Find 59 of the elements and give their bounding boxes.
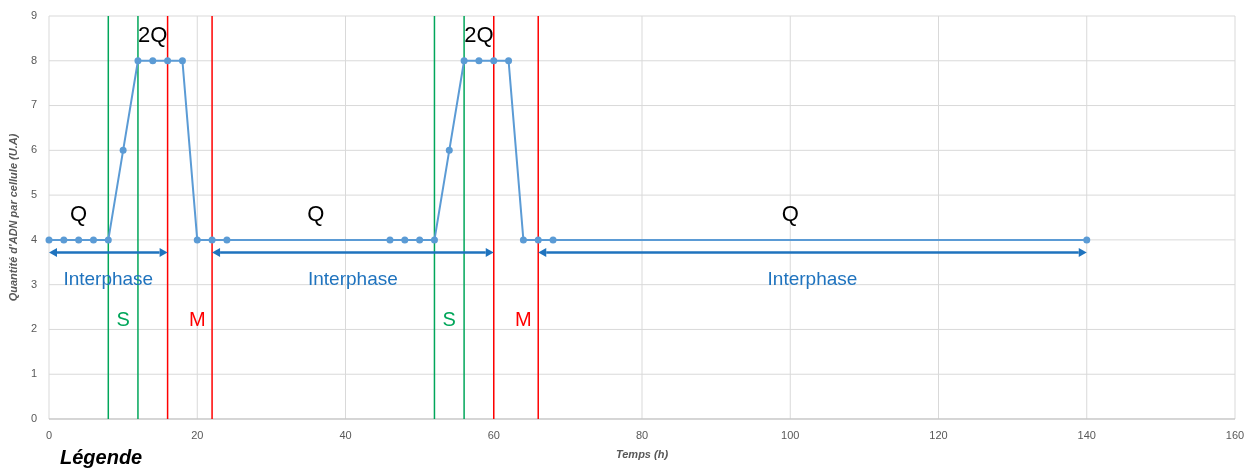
point	[89, 236, 97, 244]
point	[45, 236, 53, 244]
y-tick-label: 1	[30, 367, 37, 380]
point	[149, 57, 157, 65]
point	[490, 57, 498, 65]
x-tick-label: 120	[929, 429, 948, 441]
point	[475, 57, 483, 65]
x-tick-label: 20	[191, 429, 204, 441]
y-axis-title: Quantité d'ADN par cellule (U.A)	[7, 133, 19, 302]
x-tick-label: 100	[781, 429, 800, 441]
annotation: Interphase	[767, 268, 858, 290]
annotation: Q	[70, 201, 88, 227]
point	[60, 236, 68, 244]
point	[134, 57, 142, 65]
x-tick-label: 80	[635, 429, 649, 441]
point	[119, 146, 127, 154]
point	[445, 146, 453, 154]
annotation: Q	[781, 201, 799, 227]
annotation: 2Q	[464, 21, 494, 47]
annotation: S	[442, 307, 456, 330]
point	[519, 236, 527, 244]
y-tick-label: 6	[30, 143, 37, 156]
annotation: M	[515, 307, 532, 330]
x-axis-title: Temps (h)	[615, 448, 669, 460]
x-tick-label: 40	[339, 429, 352, 441]
point	[386, 236, 394, 244]
y-tick-label: 8	[30, 53, 37, 66]
x-tick-label: 140	[1077, 429, 1096, 441]
point	[534, 236, 542, 244]
x-tick-label: 60	[487, 429, 500, 441]
point	[430, 236, 438, 244]
x-tick-label: 0	[45, 429, 53, 441]
y-tick-label: 0	[30, 411, 37, 424]
y-tick-label: 9	[30, 8, 37, 21]
annotation: S	[116, 307, 130, 330]
point	[208, 236, 216, 244]
y-tick-label: 3	[30, 277, 37, 290]
point	[460, 57, 468, 65]
y-tick-label: 2	[30, 322, 37, 335]
point	[104, 236, 112, 244]
point	[416, 236, 424, 244]
annotation: M	[188, 307, 206, 330]
y-tick-label: 4	[30, 232, 37, 245]
text: Légende	[60, 446, 143, 468]
point	[164, 57, 172, 65]
point	[193, 236, 201, 244]
x-tick-label: 160	[1225, 429, 1245, 441]
point	[178, 57, 186, 65]
point	[1083, 236, 1091, 244]
point	[223, 236, 231, 244]
point	[401, 236, 409, 244]
point	[75, 236, 83, 244]
annotation: Q	[307, 201, 325, 227]
point	[505, 57, 513, 65]
y-tick-label: 7	[30, 98, 37, 111]
annotation: Interphase	[308, 268, 398, 290]
annotation: 2Q	[138, 21, 168, 47]
point	[549, 236, 557, 244]
y-tick-label: 5	[30, 188, 37, 201]
